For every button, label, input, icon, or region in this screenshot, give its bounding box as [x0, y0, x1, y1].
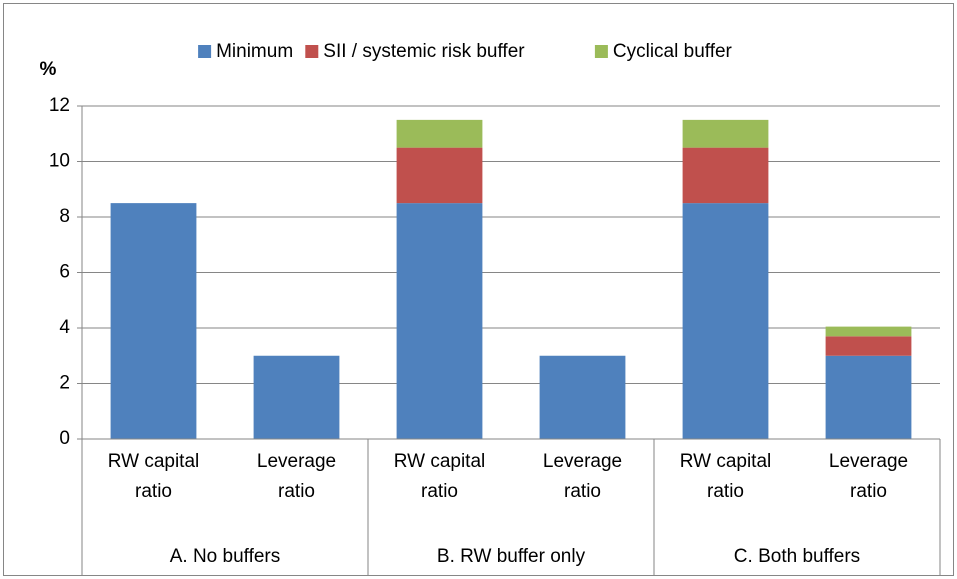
x-tick-label: Leverage ratio — [542, 451, 623, 502]
legend-swatch — [594, 45, 608, 58]
bar-segment — [825, 336, 912, 356]
y-tick-label: 6 — [59, 262, 70, 283]
bar-segment — [682, 203, 769, 439]
y-axis-label: % — [40, 59, 57, 80]
legend-label: SII / systemic risk buffer — [323, 41, 525, 62]
legend-swatch — [305, 45, 319, 58]
y-tick-label: 2 — [59, 373, 70, 394]
y-tick-label: 4 — [59, 317, 70, 338]
group-label: B. RW buffer only — [436, 546, 586, 567]
bar-segment — [110, 203, 197, 439]
bar-segment — [253, 355, 340, 439]
y-tick-label: 10 — [49, 151, 70, 172]
x-tick-label: RW capital ratio — [393, 451, 486, 502]
y-tick-label: 8 — [59, 206, 70, 227]
bar-segment — [396, 147, 483, 204]
legend-label: Cyclical buffer — [613, 41, 733, 62]
x-tick-label: Leverage ratio — [256, 451, 337, 502]
bar-segment — [825, 326, 912, 337]
y-tick-label: 12 — [49, 95, 70, 116]
bar-segment — [682, 147, 769, 204]
legend-label: Minimum — [216, 41, 293, 62]
x-tick-label: RW capital ratio — [107, 451, 200, 502]
bar-segment — [396, 203, 483, 439]
bar-segment — [539, 355, 626, 439]
group-label: A. No buffers — [169, 546, 281, 567]
bar-segment — [825, 355, 912, 439]
bar-segment — [682, 119, 769, 148]
y-tick-label: 0 — [59, 428, 70, 449]
legend-swatch — [198, 45, 212, 58]
bar-segment — [396, 119, 483, 148]
group-label: C. Both buffers — [733, 546, 861, 567]
x-tick-label: RW capital ratio — [679, 451, 772, 502]
x-tick-label: Leverage ratio — [828, 451, 909, 502]
